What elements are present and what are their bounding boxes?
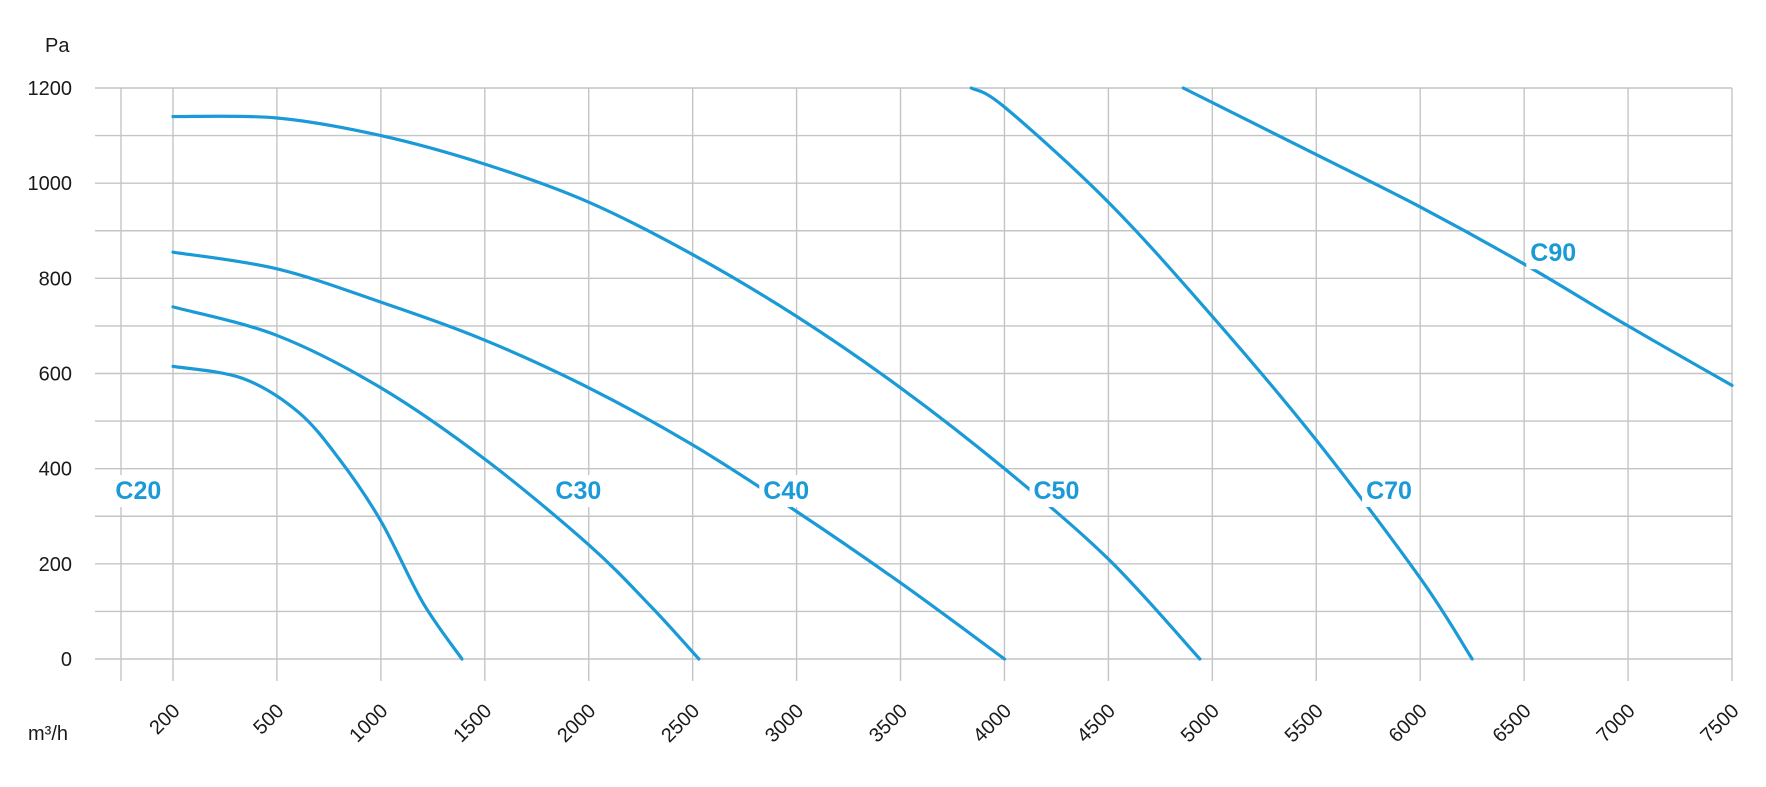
x-tick-label: 500 [249,700,288,739]
curve-labels: C20 C30 C40 C50 C70 C90 [111,237,1581,508]
y-axis-ticks: 0 200 400 600 800 1000 1200 [28,78,73,671]
curve-label-background [111,475,166,508]
y-tick-label: 600 [39,364,72,386]
x-tick-label: 6000 [1385,700,1432,747]
x-tick-label: 7000 [1593,700,1640,747]
y-tick-label: 0 [61,649,72,671]
x-axis-unit: m³/h [28,723,68,745]
x-tick-label: 200 [145,700,184,739]
curve-c30 [171,305,701,661]
y-tick-label: 800 [39,268,72,290]
x-tick-label: 1000 [345,700,392,747]
y-tick-label: 400 [39,459,72,481]
x-tick-label: 3500 [865,700,912,747]
x-tick-label: 6500 [1489,700,1536,747]
curve-c50 [171,114,1202,661]
grid [95,87,1733,681]
x-tick-label: 7500 [1697,700,1744,747]
curve-label-c40: C40 [763,477,809,505]
curve-label-background [1526,237,1581,270]
x-tick-label: 4000 [969,700,1016,747]
x-tick-label: 2000 [553,700,600,747]
curve-c90 [1181,86,1734,387]
x-tick-label: 5500 [1281,700,1328,747]
x-tick-label: 2500 [657,700,704,747]
x-axis-ticks: 200 500 1000 1500 2000 2500 3000 3500 4000 4500 50… [145,700,1743,747]
y-tick-label: 200 [39,554,72,576]
curve-label-background [759,475,814,508]
curve-label-background [1362,475,1416,508]
curve-label-background [1029,475,1084,508]
x-tick-label: 1500 [449,700,496,747]
curve-c40 [171,250,1007,661]
x-tick-label: 5000 [1177,700,1224,747]
x-tick-label: 3000 [761,700,808,747]
x-tick-label: 4500 [1073,700,1120,747]
curve-label-c90: C90 [1530,239,1576,267]
curve-label-c30: C30 [555,477,601,505]
y-tick-label: 1200 [28,78,73,100]
curve-label-c50: C50 [1033,477,1079,505]
y-tick-label: 1000 [28,173,73,195]
y-axis-unit: Pa [45,35,70,57]
curve-label-c20: C20 [115,477,161,505]
curve-c20 [171,364,464,661]
curve-label-c70: C70 [1366,477,1412,505]
curve-c70 [969,86,1474,661]
curve-label-background [551,475,606,508]
